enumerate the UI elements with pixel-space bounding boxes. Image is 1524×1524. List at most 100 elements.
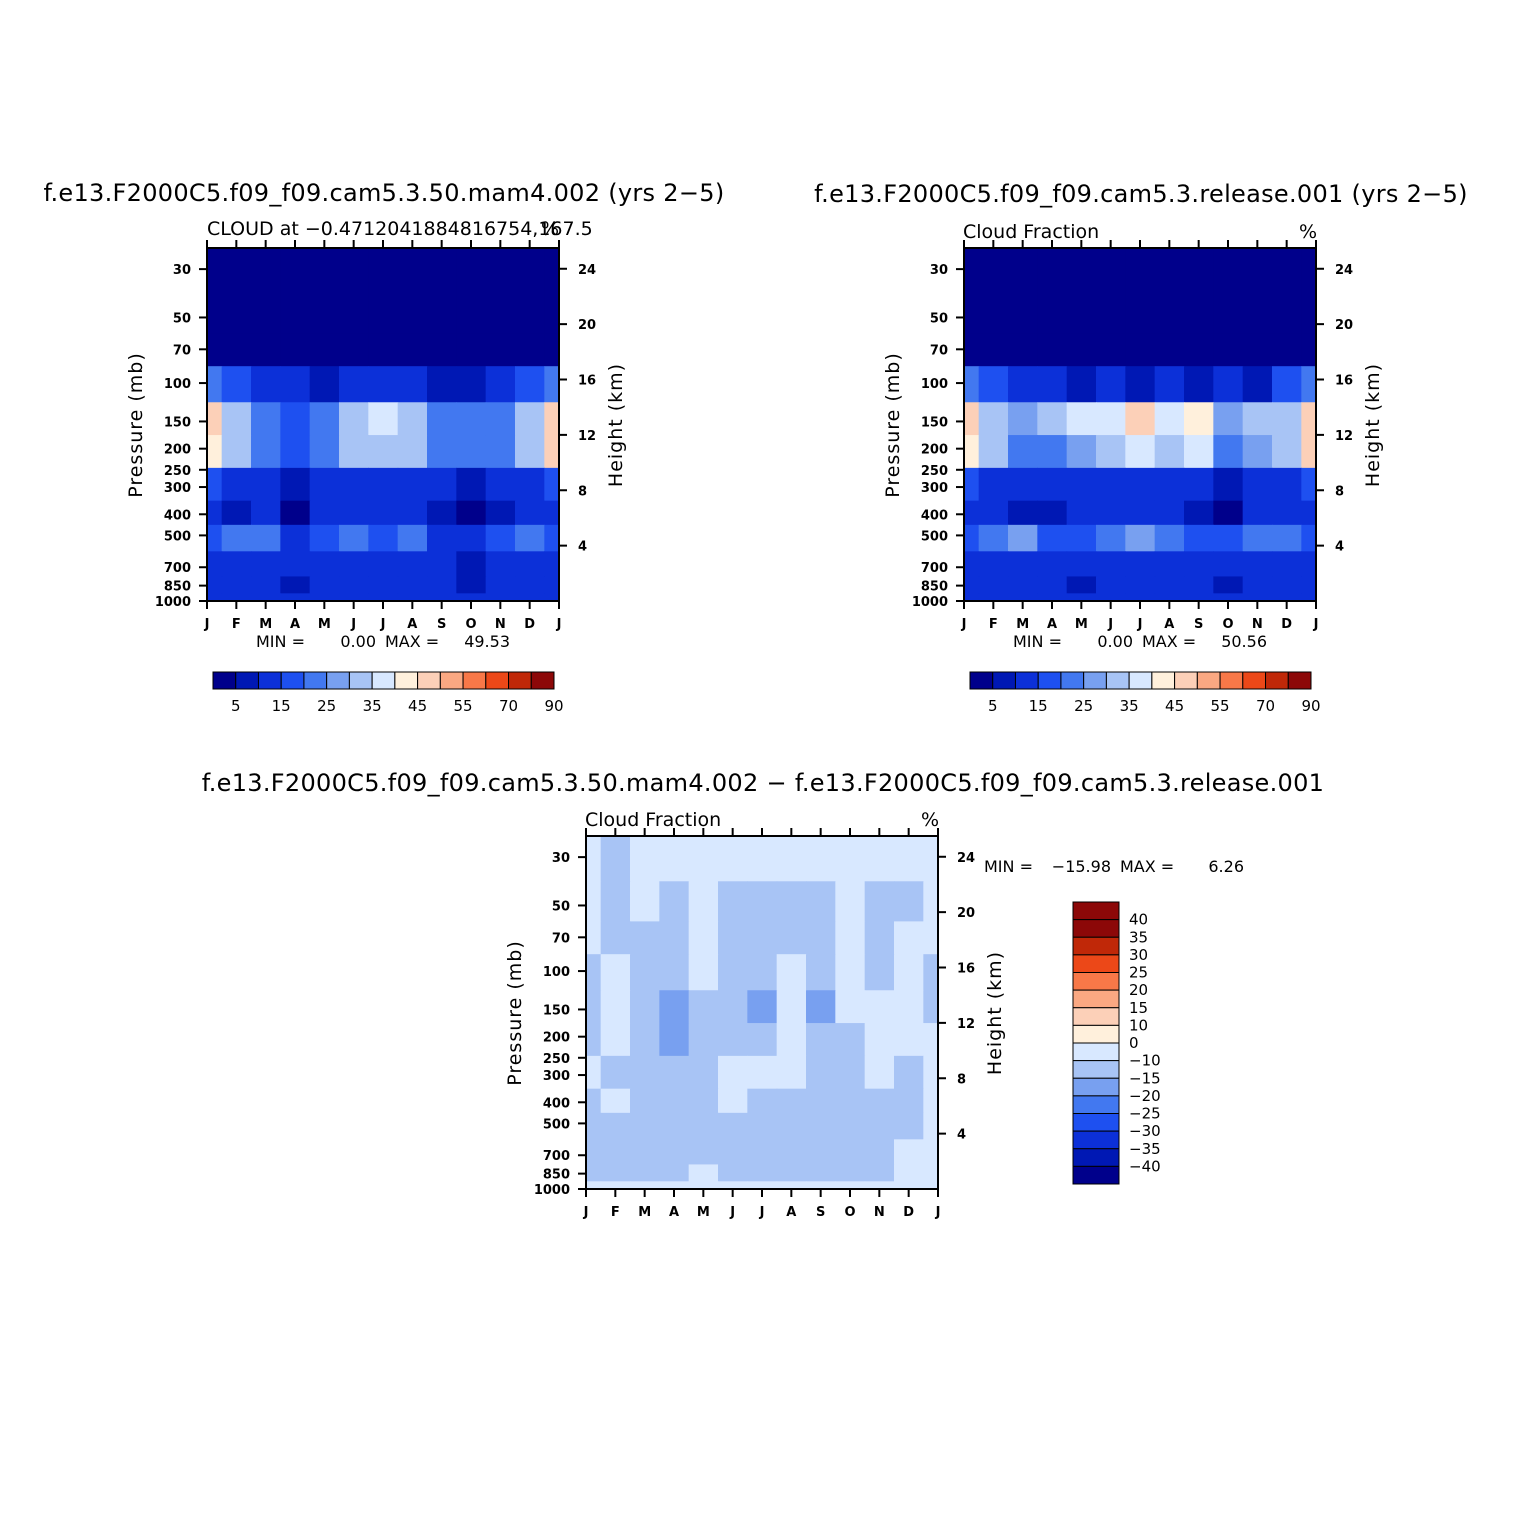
panel-2-y2-ticks: 24 20 16 12 8 4	[1316, 263, 1353, 555]
colorbar-label: −15	[1129, 1069, 1161, 1087]
heatmap-cell	[1242, 500, 1273, 526]
heatmap-cell	[1125, 593, 1156, 602]
colorbar-box	[1072, 936, 1120, 956]
heatmap-cell	[221, 293, 252, 334]
y2-tick-label: 20	[1335, 318, 1353, 333]
heatmap-cell	[368, 248, 399, 294]
y-tick-label: 200	[921, 443, 948, 458]
heatmap-cell	[1125, 576, 1156, 594]
heatmap-cell	[747, 836, 778, 882]
heatmap-cell	[309, 467, 340, 502]
heatmap-cell	[688, 1164, 719, 1182]
y-tick-label: 300	[921, 481, 948, 496]
x-tick-label: J	[556, 617, 562, 632]
heatmap-cell	[427, 402, 457, 436]
y-tick-label: 250	[921, 464, 948, 479]
heatmap-cell	[1066, 333, 1097, 367]
heatmap-cell	[630, 954, 660, 991]
colorbar-box	[1083, 671, 1107, 690]
heatmap-cell	[630, 1023, 660, 1057]
y-tick-label: 500	[543, 1117, 570, 1132]
heatmap-cell	[1096, 435, 1126, 469]
x-tick-label: J	[961, 617, 967, 632]
y-tick-label: 150	[921, 415, 948, 430]
colorbar-label: 15	[1029, 697, 1048, 715]
heatmap-cell	[659, 1112, 690, 1140]
colorbar-box	[326, 671, 350, 690]
heatmap-cell	[776, 836, 807, 882]
colorbar-label: 25	[1129, 964, 1148, 982]
panel-2-min-value: 0.00	[1097, 632, 1133, 651]
x-tick-label: J	[350, 617, 356, 632]
x-tick-label: A	[1047, 617, 1057, 632]
heatmap-cell	[339, 366, 369, 403]
heatmap-cell	[544, 524, 560, 552]
heatmap-cell	[1301, 402, 1317, 436]
heatmap-cell	[397, 593, 428, 602]
heatmap-cell	[1125, 366, 1156, 403]
heatmap-cell	[456, 467, 487, 502]
heatmap-cell	[1125, 248, 1156, 294]
y-tick-label: 70	[173, 343, 191, 358]
heatmap-cell	[659, 1055, 690, 1090]
colorbar-box	[1242, 671, 1267, 690]
heatmap-cell	[207, 293, 223, 334]
heatmap-cell	[630, 990, 660, 1024]
y2-tick-label: 24	[578, 263, 596, 278]
colorbar-box	[1072, 901, 1120, 921]
heatmap-cell	[718, 1164, 748, 1182]
y-tick-label: 400	[921, 508, 948, 523]
colorbar-label: 70	[1256, 697, 1275, 715]
y-tick-label: 250	[164, 464, 191, 479]
heatmap-cell	[978, 248, 1009, 294]
colorbar-label: 55	[1211, 697, 1230, 715]
heatmap-cell	[894, 1139, 924, 1166]
heatmap-cell	[427, 593, 457, 602]
heatmap-cell	[456, 524, 487, 552]
y-tick-label: 700	[921, 561, 948, 576]
heatmap-cell	[1037, 576, 1068, 594]
heatmap-cell	[718, 1139, 748, 1166]
heatmap-cell	[1154, 467, 1185, 502]
heatmap-cell	[339, 576, 369, 594]
y2-tick-label: 4	[578, 540, 587, 555]
heatmap-cell	[659, 1088, 690, 1114]
heatmap-cell	[718, 1181, 748, 1190]
heatmap-cell	[1096, 366, 1126, 403]
y2-tick-label: 20	[578, 318, 596, 333]
heatmap-cell	[688, 1112, 719, 1140]
colorbar-label: 5	[231, 697, 241, 715]
colorbar-box	[1196, 671, 1221, 690]
x-tick-label: M	[638, 1205, 651, 1220]
heatmap-cell	[1154, 593, 1185, 602]
heatmap-cell	[1037, 293, 1068, 334]
heatmap-cell	[806, 1023, 836, 1057]
heatmap-cell	[397, 333, 428, 367]
heatmap-cell	[1272, 402, 1302, 436]
heatmap-cell	[368, 500, 399, 526]
colorbar-box	[1072, 1042, 1120, 1062]
heatmap-cell	[864, 921, 895, 955]
x-tick-label: D	[1281, 617, 1292, 632]
y2-tick-label: 8	[578, 484, 587, 499]
y-tick-label: 150	[543, 1003, 570, 1018]
heatmap-cell	[309, 248, 340, 294]
heatmap-cell	[776, 1164, 807, 1182]
heatmap-cell	[251, 402, 281, 436]
heatmap-cell	[776, 1139, 807, 1166]
colorbar-box	[1072, 1130, 1120, 1150]
heatmap-cell	[586, 1112, 602, 1140]
heatmap-cell	[586, 1164, 602, 1182]
heatmap-cell	[718, 921, 748, 955]
heatmap-cell	[1272, 366, 1302, 403]
heatmap-cell	[368, 593, 399, 602]
heatmap-cell	[368, 402, 399, 436]
heatmap-cell	[586, 1088, 602, 1114]
heatmap-cell	[456, 293, 487, 334]
heatmap-cell	[586, 1181, 602, 1190]
heatmap-cell	[456, 333, 487, 367]
heatmap-cell	[1066, 293, 1097, 334]
heatmap-cell	[1184, 500, 1214, 526]
heatmap-cell	[923, 954, 939, 991]
heatmap-cell	[427, 524, 457, 552]
